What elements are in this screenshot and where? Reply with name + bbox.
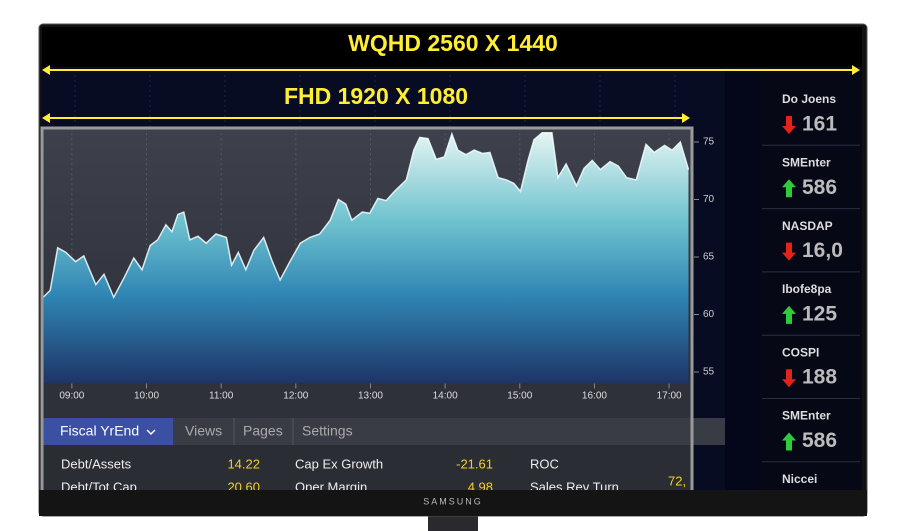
x-tick-label: 11:00 <box>209 391 234 402</box>
y-tick-label: 55 <box>703 367 715 378</box>
wqhd-label: WQHD 2560 X 1440 <box>348 30 558 56</box>
arrow-up <box>782 432 796 451</box>
ticker-name: SMEnter <box>782 155 831 169</box>
cell: 72, <box>668 473 686 488</box>
bottom-bezel <box>39 490 867 516</box>
x-tick-label: 16:00 <box>582 391 607 402</box>
cell: ROC <box>530 456 559 471</box>
tab-bar-ext <box>692 418 725 445</box>
brand: SAMSUNG <box>423 496 483 506</box>
ticker-value: 161 <box>802 113 837 136</box>
x-tick-label: 15:00 <box>507 391 532 402</box>
y-tick-label: 60 <box>703 309 715 320</box>
cell: 20.60 <box>227 479 260 494</box>
arrow-down <box>782 242 796 261</box>
x-tick-label: 13:00 <box>358 391 383 402</box>
tab[interactable]: Pages <box>243 423 283 439</box>
ticker-name: SMEnter <box>782 409 831 423</box>
tab[interactable]: Settings <box>302 423 353 439</box>
tab[interactable]: Views <box>185 423 222 439</box>
area <box>42 132 689 384</box>
ticker-value: 188 <box>802 366 837 389</box>
stand <box>428 512 478 531</box>
screen: 09:00 10:00 11:00 12:00 13:00 14:00 15:00 16:00… <box>42 27 862 494</box>
arrow-down <box>782 116 796 134</box>
chevron <box>146 429 156 436</box>
ticker-name: COSPI <box>782 345 819 359</box>
active-tab <box>42 418 173 445</box>
cell: Cap Ex Growth <box>295 456 383 471</box>
column <box>725 70 760 490</box>
ticker-name: Do Joens <box>782 92 836 106</box>
x-tick-label: 17:00 <box>657 391 682 402</box>
y-tick-label: 75 <box>703 137 715 148</box>
cell: 14.22 <box>227 456 260 471</box>
wqhd-arrow <box>42 65 860 75</box>
x-tick-label: 09:00 <box>59 391 84 402</box>
cell: 4.98 <box>468 479 493 494</box>
ticker-value: 586 <box>802 429 837 452</box>
ticker-name: Niccei <box>782 472 817 486</box>
ticker-value: 586 <box>802 176 837 199</box>
fhd-arrow <box>42 113 690 123</box>
top-band <box>42 27 862 67</box>
arrow-up <box>782 305 796 324</box>
cell: Oper Margin <box>295 479 367 494</box>
ticker-value: 16,0 <box>802 239 843 262</box>
arrow-down <box>782 369 796 388</box>
x-axis-band <box>42 384 692 418</box>
cell: -21.61 <box>456 456 493 471</box>
table-bg <box>42 445 692 490</box>
ticker-value: 125 <box>802 302 837 325</box>
x-tick-label: 10:00 <box>134 391 159 402</box>
ticker-name: NASDAP <box>782 219 833 233</box>
y-tick-label: 65 <box>703 252 715 263</box>
fhd-label: FHD 1920 X 1080 <box>284 83 468 109</box>
x-tick-label: 12:00 <box>283 391 308 402</box>
line <box>42 131 690 300</box>
ticker-name: Ibofe8pa <box>782 282 832 296</box>
sidebar <box>760 70 862 490</box>
y-tick-label: 70 <box>703 194 715 205</box>
arrow-up <box>782 179 796 198</box>
cell: Debt/Tot Cap <box>61 479 137 494</box>
cell: Sales Rev Turn <box>530 479 619 494</box>
tab[interactable]: Fiscal YrEnd <box>60 423 139 439</box>
cell: Debt/Assets <box>61 456 132 471</box>
x-tick-label: 14:00 <box>433 391 458 402</box>
